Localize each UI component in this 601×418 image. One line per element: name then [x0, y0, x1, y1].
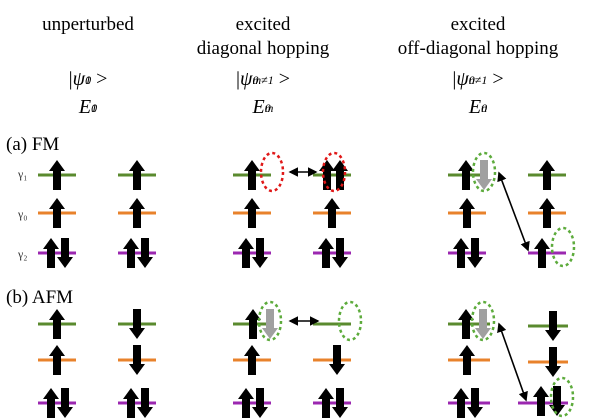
- afm-c2-s0-gamma0-spin-arrow: [244, 345, 260, 375]
- fm-c3-s1-gamma1-spin-up-arrow: [539, 160, 555, 190]
- fm-c2-s1-gamma2-spin-down-arrow: [332, 238, 348, 268]
- afm-c2-s0-gamma1-spin-up-arrow: [245, 309, 261, 339]
- afm-c3-hopping-double-arrow: [497, 322, 528, 402]
- afm-c3-s0-gamma2-spin-down-arrow: [467, 388, 483, 418]
- fm-c3-s0-gamma2-spin-up-arrow: [453, 238, 469, 268]
- afm-c1-s1-gamma2-spin-up-arrow: [123, 388, 139, 418]
- afm-c2-s0-gamma2-spin-down-arrow: [252, 388, 268, 418]
- fm-c3-s0-gamma1-moved-spin-arrow: [476, 160, 492, 190]
- fm-c1-s0-gamma2-spin-down-arrow: [57, 238, 73, 268]
- column-header-3-line-1: excited: [450, 14, 506, 35]
- afm-c3-s1-green-circle: [549, 376, 575, 418]
- fm-c2-doubled-red-circle: [321, 151, 347, 193]
- level-label-1: γ₀: [18, 207, 28, 221]
- state-ket-2: |ψ 0 m≠1 >: [236, 68, 290, 90]
- afm-c2-s0-gamma1-moved-spin-arrow: [262, 309, 278, 339]
- fm-c1-s1-gamma0-spin-up-arrow: [129, 198, 145, 228]
- fm-c1-s0-gamma0-spin-up-arrow: [49, 198, 65, 228]
- afm-c2-s0-gamma2-spin-up-arrow: [238, 388, 254, 418]
- fm-c1-s1-gamma2-spin-down-arrow: [137, 238, 153, 268]
- fm-c3-s0-gamma0-spin-up-arrow: [459, 198, 475, 228]
- afm-c2-s1-gamma2-spin-down-arrow: [332, 388, 348, 418]
- fm-c1-s0-gamma2-spin-up-arrow: [43, 238, 59, 268]
- afm-c2-s1-gamma0-spin-arrow: [329, 345, 345, 375]
- fm-c1-s1-gamma1-spin-up-arrow: [129, 160, 145, 190]
- fm-c2-empty-red-circle: [259, 151, 285, 193]
- level-label-0: γ₁: [18, 167, 28, 181]
- afm-c3-s1-gamma2-spin-up-arrow: [533, 386, 549, 416]
- afm-c1-s1-gamma1-spin-arrow: [129, 309, 145, 339]
- afm-c3-s0-gamma1-spin-up-arrow: [458, 309, 474, 339]
- afm-c3-s0-green-circle: [470, 300, 496, 342]
- fm-c2-s0-gamma0-spin-up-arrow: [244, 198, 260, 228]
- fm-c3-s0-gamma2-spin-down-arrow: [467, 238, 483, 268]
- afm-c2-s0-green-circle: [257, 300, 283, 342]
- fm-c2-s0-gamma1-spin-up-arrow: [244, 160, 260, 190]
- fm-c3-s1-gamma0-spin-up-arrow: [539, 198, 555, 228]
- afm-c2-s1-empty-green-circle: [337, 300, 363, 342]
- afm-c1-s0-gamma1-spin-arrow: [49, 309, 65, 339]
- afm-c3-s1-gamma1-spin-down-arrow: [545, 311, 561, 341]
- column-header-1-line-1: unperturbed: [42, 14, 134, 35]
- afm-c1-s1-gamma2-spin-down-arrow: [137, 388, 153, 418]
- fm-c3-s0-gamma1-spin-up-arrow: [458, 160, 474, 190]
- afm-c1-s0-gamma2-spin-up-arrow: [43, 388, 59, 418]
- afm-c3-s0-gamma1-moved-spin-arrow: [475, 309, 491, 339]
- fm-c3-s0-green-circle: [471, 151, 497, 193]
- afm-c3-s0-gamma2-spin-up-arrow: [453, 388, 469, 418]
- state-ket-3: |ψ 0 n≠1 >: [452, 68, 504, 90]
- afm-c3-s1-gamma0-spin-down-arrow: [545, 347, 561, 377]
- panel-label-fm: (a) FM: [6, 134, 60, 155]
- state-ket-1: |ψ 0 1 >: [68, 68, 108, 90]
- fm-c2-s1-gamma2-spin-up-arrow: [318, 238, 334, 268]
- afm-c1-s1-gamma0-spin-arrow: [129, 345, 145, 375]
- afm-c3-s0-gamma0-spin-up-arrow: [459, 345, 475, 375]
- fm-c2-s1-gamma0-spin-up-arrow: [324, 198, 340, 228]
- fm-c1-s1-gamma2-spin-up-arrow: [123, 238, 139, 268]
- fm-c2-s0-gamma2-spin-up-arrow: [238, 238, 254, 268]
- fm-c2-s1-gamma1-spin-up-arrow: [319, 160, 335, 190]
- fm-c3-s1-gamma2-spin-up-arrow: [534, 238, 550, 268]
- fm-c2-s0-gamma2-spin-down-arrow: [252, 238, 268, 268]
- fm-c3-s1-green-circle: [550, 226, 576, 268]
- column-header-2-line-1: excited: [235, 14, 291, 35]
- fm-c3-hopping-double-arrow: [497, 171, 530, 252]
- level-label-2: γ₂: [18, 247, 28, 261]
- fm-c1-s0-gamma1-spin-up-arrow: [49, 160, 65, 190]
- afm-c2-s1-gamma2-spin-up-arrow: [318, 388, 334, 418]
- afm-c1-s0-gamma2-spin-down-arrow: [57, 388, 73, 418]
- column-header-3-line-2: off-diagonal hopping: [397, 38, 559, 59]
- afm-c1-s0-gamma0-spin-arrow: [49, 345, 65, 375]
- column-header-2-line-2: diagonal hopping: [196, 38, 330, 59]
- panel-label-afm: (b) AFM: [6, 287, 74, 308]
